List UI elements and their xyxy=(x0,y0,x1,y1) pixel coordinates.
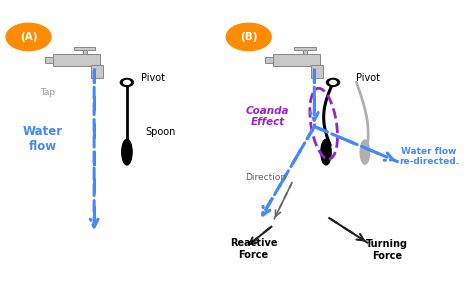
Bar xyxy=(311,65,323,78)
Bar xyxy=(46,57,53,63)
Ellipse shape xyxy=(122,139,132,165)
Text: Direction: Direction xyxy=(245,173,286,182)
Text: Water
flow: Water flow xyxy=(23,125,63,153)
Bar xyxy=(294,47,316,50)
Bar xyxy=(91,65,103,78)
Circle shape xyxy=(120,78,134,86)
Text: Turning
Force: Turning Force xyxy=(366,240,408,261)
Bar xyxy=(303,49,307,54)
Text: Water flow
re-directed.: Water flow re-directed. xyxy=(399,147,459,166)
Text: Pivot: Pivot xyxy=(356,73,381,83)
Text: (A): (A) xyxy=(20,32,37,42)
Text: (B): (B) xyxy=(240,32,257,42)
Text: Coanda
Effect: Coanda Effect xyxy=(246,106,289,127)
Text: Spoon: Spoon xyxy=(146,127,176,137)
Ellipse shape xyxy=(321,139,331,165)
Circle shape xyxy=(330,80,337,84)
Text: Reactive
Force: Reactive Force xyxy=(229,238,277,260)
Text: Tap: Tap xyxy=(40,88,55,97)
Bar xyxy=(74,47,95,50)
Circle shape xyxy=(6,23,51,50)
Circle shape xyxy=(124,80,130,84)
Bar xyxy=(273,54,320,66)
Circle shape xyxy=(226,23,271,50)
Circle shape xyxy=(327,78,339,86)
Bar xyxy=(53,54,100,66)
Bar xyxy=(82,49,87,54)
Ellipse shape xyxy=(360,140,370,164)
Text: Pivot: Pivot xyxy=(141,73,165,83)
Bar xyxy=(265,57,273,63)
